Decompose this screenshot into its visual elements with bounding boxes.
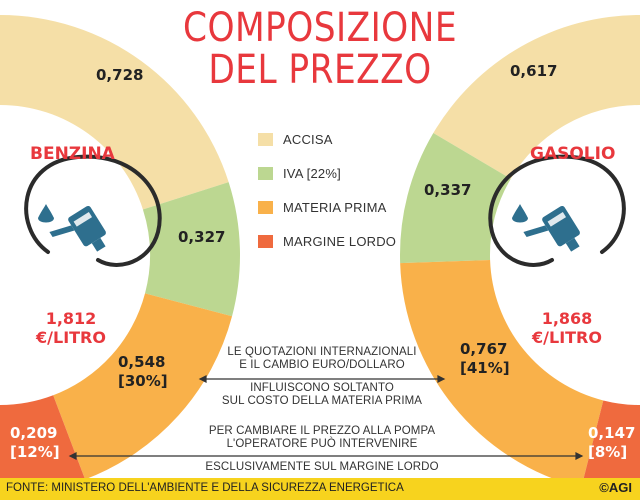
- note-materia-prima-top: LE QUOTAZIONI INTERNAZIONALI E IL CAMBIO…: [212, 346, 432, 372]
- segment-accisa: [433, 15, 640, 179]
- segment-iva: [142, 182, 240, 317]
- note-line: ESCLUSIVAMENTE SUL MARGINE LORDO: [205, 461, 439, 473]
- value-accisa-gasolio: 0,617: [510, 62, 558, 80]
- credit-logo: ©AGI: [599, 480, 632, 495]
- price-unit: €/LITRO: [36, 328, 106, 347]
- note-line: SUL COSTO DELLA MATERIA PRIMA: [221, 395, 423, 407]
- price-value: 1,812: [45, 309, 97, 328]
- donut-gasolio: [399, 15, 640, 495]
- segment-margine-lordo: [581, 400, 640, 495]
- arrow-materia: [198, 375, 446, 383]
- legend-swatch: [258, 132, 273, 146]
- legend-swatch: [258, 234, 273, 248]
- value-materia-benzina: 0,548 [30%]: [118, 353, 168, 391]
- value-number: 0,548: [118, 353, 166, 371]
- value-iva-gasolio: 0,337: [424, 181, 472, 199]
- fuel-name-gasolio: GASOLIO: [530, 144, 616, 164]
- segment-margine-lordo: [0, 395, 86, 495]
- note-line: L'OPERATORE PUÒ INTERVENIRE: [226, 438, 418, 450]
- note-margine-bottom: ESCLUSIVAMENTE SUL MARGINE LORDO: [192, 461, 452, 474]
- source-text: FONTE: MINISTERO DELL'AMBIENTE E DELLA S…: [6, 482, 404, 494]
- note-line: INFLUISCONO SOLTANTO: [250, 382, 394, 394]
- legend-item-iva: IVA [22%]: [258, 156, 396, 190]
- arrow-margine: [68, 452, 584, 460]
- price-benzina: 1,812 €/LITRO: [16, 309, 126, 347]
- note-line: LE QUOTAZIONI INTERNAZIONALI: [227, 346, 417, 358]
- price-unit: €/LITRO: [532, 328, 602, 347]
- price-gasolio: 1,868 €/LITRO: [512, 309, 622, 347]
- value-accisa-benzina: 0,728: [96, 66, 144, 84]
- legend-item-accisa: ACCISA: [258, 122, 396, 156]
- value-number: 0,147: [588, 424, 636, 442]
- legend: ACCISA IVA [22%] MATERIA PRIMA MARGINE L…: [258, 122, 396, 258]
- legend-label: MATERIA PRIMA: [283, 199, 387, 215]
- page-title-line2: DEL PREZZO: [208, 47, 432, 93]
- value-number: 0,767: [460, 340, 508, 358]
- legend-label: MARGINE LORDO: [283, 233, 397, 249]
- price-value: 1,868: [541, 309, 593, 328]
- fuel-pump-icon: [24, 154, 162, 267]
- fuel-name-benzina: BENZINA: [30, 144, 115, 164]
- segment-accisa: [0, 15, 229, 210]
- value-percent: [12%]: [10, 443, 60, 461]
- value-iva-benzina: 0,327: [178, 228, 226, 246]
- note-line: E IL CAMBIO EURO/DOLLARO: [239, 359, 405, 371]
- fuel-pump-icon: [488, 154, 626, 267]
- legend-label: ACCISA: [283, 131, 333, 147]
- value-margine-benzina: 0,209 [12%]: [10, 424, 60, 462]
- note-materia-prima-bottom: INFLUISCONO SOLTANTO SUL COSTO DELLA MAT…: [212, 382, 432, 408]
- footer-bar: FONTE: MINISTERO DELL'AMBIENTE E DELLA S…: [0, 478, 640, 500]
- value-margine-gasolio: 0,147 [8%]: [588, 424, 635, 462]
- legend-swatch: [258, 200, 273, 214]
- legend-swatch: [258, 166, 273, 180]
- segment-materia-prima: [53, 293, 233, 480]
- segment-iva: [399, 133, 511, 264]
- value-number: 0,209: [10, 424, 58, 442]
- legend-item-materia-prima: MATERIA PRIMA: [258, 190, 396, 224]
- note-line: PER CAMBIARE IL PREZZO ALLA POMPA: [208, 425, 436, 437]
- legend-item-margine-lordo: MARGINE LORDO: [258, 224, 396, 258]
- legend-label: IVA [22%]: [283, 165, 341, 181]
- note-margine-top: PER CAMBIARE IL PREZZO ALLA POMPA L'OPER…: [192, 425, 452, 451]
- page-title-line1: COMPOSIZIONE: [182, 5, 457, 51]
- value-percent: [30%]: [118, 372, 168, 390]
- donut-benzina: [0, 15, 240, 495]
- value-materia-gasolio: 0,767 [41%]: [460, 340, 510, 378]
- segment-materia-prima: [400, 260, 604, 488]
- value-percent: [8%]: [588, 443, 628, 461]
- value-percent: [41%]: [460, 359, 510, 377]
